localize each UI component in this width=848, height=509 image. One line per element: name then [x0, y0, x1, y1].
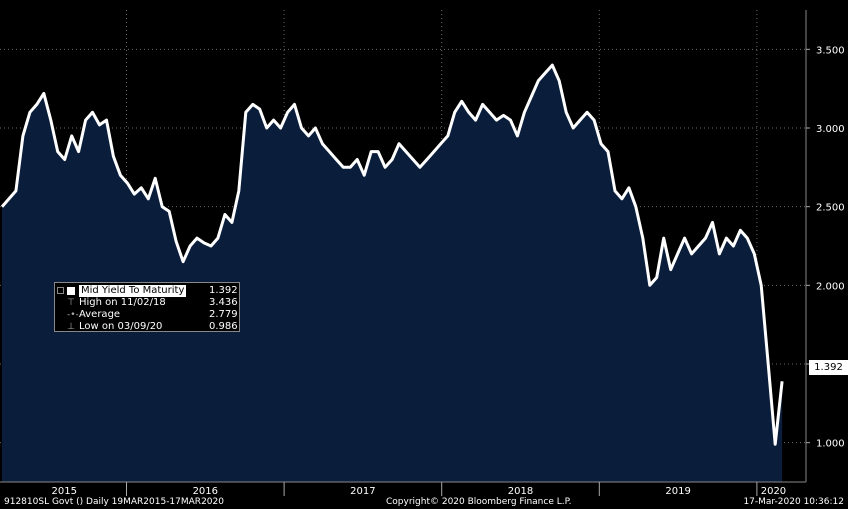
y-tick-label: 3.000 — [816, 124, 845, 135]
series-swatch — [67, 287, 75, 295]
legend-row-series: Mid Yield To Maturity 1.392 — [55, 285, 239, 297]
legend-low-label: Low on 03/09/20 — [79, 321, 163, 332]
legend-row-low: ⊥ Low on 03/09/20 0.986 — [55, 321, 239, 333]
footer-security-info: 912810SL Govt () Daily 19MAR2015-17MAR20… — [4, 497, 224, 507]
legend-high-label: High on 11/02/18 — [79, 297, 166, 308]
footer-timestamp: 17-Mar-2020 10:36:12 — [743, 497, 844, 507]
chart-legend: Mid Yield To Maturity 1.392 ⊤ High on 11… — [54, 282, 240, 332]
average-marker-icon: -•- — [67, 310, 79, 320]
y-tick-label: 2.000 — [816, 281, 845, 292]
legend-low-value: 0.986 — [209, 321, 238, 332]
legend-collapse-box[interactable] — [57, 287, 64, 294]
high-marker-icon: ⊤ — [67, 298, 75, 308]
footer-copyright: Copyright© 2020 Bloomberg Finance L.P. — [386, 497, 572, 507]
legend-row-average: -•- Average 2.779 — [55, 309, 239, 321]
x-axis-ticks: 2015 2016 2017 2018 2019 2020 — [52, 482, 786, 497]
legend-average-value: 2.779 — [209, 309, 238, 320]
yield-line — [0, 63, 784, 446]
x-tick-label: 2017 — [350, 486, 375, 497]
x-tick-label: 2020 — [761, 486, 786, 497]
x-tick-label: 2016 — [193, 486, 218, 497]
legend-high-value: 3.436 — [209, 297, 238, 308]
low-marker-icon: ⊥ — [67, 322, 75, 332]
x-tick-label: 2015 — [52, 486, 77, 497]
x-tick-label: 2018 — [508, 486, 533, 497]
x-tick-label: 2019 — [665, 486, 690, 497]
y-tick-label: 1.000 — [816, 439, 845, 450]
legend-series-value: 1.392 — [209, 285, 238, 296]
last-value-tag: 1.392 — [809, 360, 848, 375]
legend-series-label: Mid Yield To Maturity — [79, 285, 187, 297]
y-tick-label: 3.500 — [816, 45, 845, 56]
y-tick-label: 2.500 — [816, 203, 845, 214]
legend-row-high: ⊤ High on 11/02/18 3.436 — [55, 297, 239, 309]
yield-area — [2, 65, 783, 482]
legend-average-label: Average — [79, 309, 121, 320]
footer-bar: 912810SL Govt () Daily 19MAR2015-17MAR20… — [0, 496, 848, 509]
